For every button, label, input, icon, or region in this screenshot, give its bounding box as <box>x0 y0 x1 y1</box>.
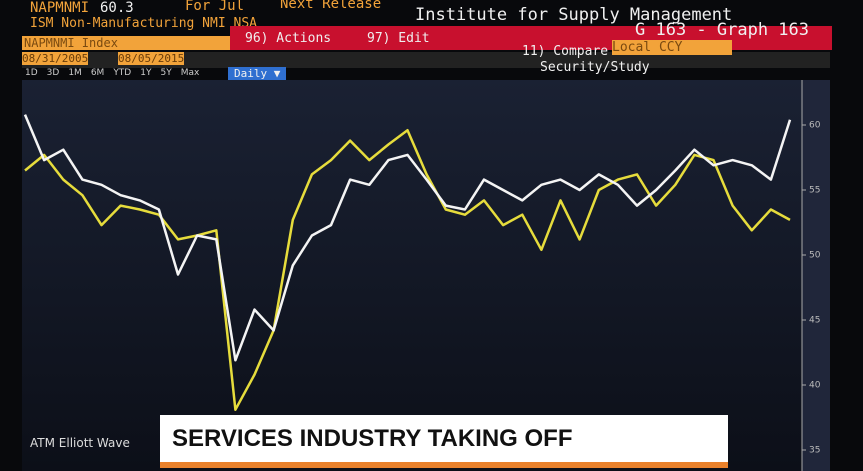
y-tick-label: 40 <box>809 381 821 391</box>
name: ISM Non-Manufacturing NMI NSA <box>30 16 257 31</box>
crawl: ATM Elliott Wave <box>30 436 130 450</box>
axis-area <box>802 80 830 471</box>
period: For Jul <box>185 0 245 14</box>
range-button[interactable]: 3D <box>46 68 60 78</box>
range-button[interactable]: 5Y <box>160 68 172 78</box>
next-release: Next Release <box>280 0 382 12</box>
y-tick-label: 50 <box>809 251 821 261</box>
study[interactable]: Security/Study <box>540 60 650 75</box>
end-date[interactable]: 08/05/2015 <box>118 52 185 65</box>
ticker: NAPMNMI <box>30 0 90 16</box>
plot-area <box>22 80 802 471</box>
edit[interactable]: 97) Edit <box>367 31 430 46</box>
compare[interactable]: 11) Compare <box>522 44 609 59</box>
y-tick-label: 60 <box>809 121 821 131</box>
toolbar <box>22 52 830 68</box>
y-tick-label: 55 <box>809 186 820 196</box>
start-date[interactable]: 08/31/2005 <box>22 52 89 65</box>
actions[interactable]: 96) Actions <box>245 31 332 46</box>
y-tick-label: 45 <box>809 316 820 326</box>
range-buttons: 1D 3D 1M 6M YTD 1Y 5Y Max <box>25 68 199 81</box>
range-button[interactable]: Max <box>180 68 200 78</box>
source: Institute for Supply Management <box>415 5 733 25</box>
series-line <box>23 114 792 362</box>
y-tick-label: 35 <box>809 446 820 456</box>
last: 60.3 <box>100 0 134 16</box>
range-button[interactable]: 6M <box>90 68 105 78</box>
headline: SERVICES INDUSTRY TAKING OFF <box>172 425 573 452</box>
currency[interactable]: Local CCY <box>612 40 732 55</box>
series-line <box>24 128 791 411</box>
chyron: SERVICES INDUSTRY TAKING OFF <box>160 415 728 468</box>
range-button[interactable]: 1M <box>68 68 82 78</box>
frequency[interactable]: Daily ▼ <box>228 67 287 80</box>
security-box[interactable]: NAPMNMI Index <box>22 36 230 50</box>
security: NAPMNMI Index <box>24 36 118 50</box>
graph: G 163 - Graph 163 <box>635 20 809 40</box>
range-button[interactable]: 1Y <box>140 68 152 78</box>
range-button[interactable]: YTD <box>113 68 132 78</box>
range-button[interactable]: 1D <box>25 68 38 78</box>
